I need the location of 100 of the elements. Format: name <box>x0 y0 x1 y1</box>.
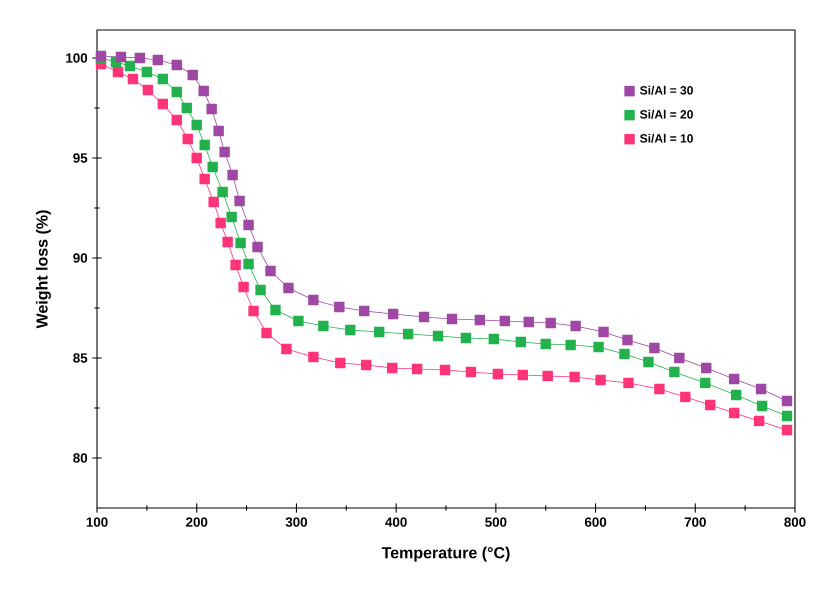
point <box>524 316 534 328</box>
point <box>142 84 154 96</box>
point <box>782 396 792 406</box>
point <box>281 344 292 354</box>
point <box>680 392 691 402</box>
point <box>593 342 604 352</box>
point <box>188 70 198 80</box>
point <box>728 408 740 418</box>
x-tick-label: 600 <box>584 517 606 527</box>
legend-label: Si/Al = 10 <box>640 134 693 143</box>
point <box>255 284 266 296</box>
point <box>569 372 580 382</box>
point <box>172 114 182 126</box>
point <box>782 424 792 436</box>
point <box>388 308 398 320</box>
point <box>643 356 654 368</box>
point <box>215 218 226 228</box>
point <box>213 126 224 136</box>
point <box>492 368 504 380</box>
point <box>227 170 238 180</box>
point <box>217 186 228 198</box>
point <box>402 328 414 340</box>
point <box>622 334 633 346</box>
point <box>418 312 430 322</box>
point <box>235 238 246 248</box>
point <box>270 304 281 316</box>
point <box>446 314 458 324</box>
point <box>361 360 372 370</box>
point <box>172 86 182 98</box>
point <box>248 306 259 316</box>
point <box>598 326 609 338</box>
point <box>754 416 764 426</box>
point <box>619 348 630 360</box>
point <box>595 374 606 386</box>
y-tick-label: 85 <box>73 353 88 363</box>
point <box>142 66 152 78</box>
point <box>782 410 792 422</box>
x-axis-title: Temperature (°C) <box>382 546 510 562</box>
point <box>192 152 202 164</box>
point <box>252 242 263 252</box>
point <box>730 390 742 400</box>
point <box>701 362 712 374</box>
point <box>308 352 319 362</box>
x-tick-label: 200 <box>186 517 208 527</box>
point <box>234 196 245 206</box>
point <box>182 102 192 114</box>
point <box>152 54 164 66</box>
point <box>206 104 217 114</box>
point <box>545 318 556 328</box>
y-tick-label: 90 <box>73 253 88 263</box>
point <box>649 342 660 354</box>
point <box>516 336 526 348</box>
x-tick-label: 500 <box>485 517 506 527</box>
point <box>158 74 168 84</box>
point <box>200 174 210 184</box>
point <box>265 266 276 276</box>
x-tick-label: 400 <box>385 517 407 527</box>
legend-label: Si/Al = 20 <box>640 110 693 119</box>
point <box>293 316 304 326</box>
legend-label: Si/Al = 30 <box>640 86 693 95</box>
y-tick-label: 95 <box>73 153 88 163</box>
point <box>669 366 680 378</box>
point <box>540 338 551 350</box>
point <box>318 320 329 332</box>
point <box>756 400 768 412</box>
point <box>222 236 233 248</box>
x-tick-label: 100 <box>86 517 108 527</box>
point <box>700 378 710 388</box>
point <box>238 282 249 292</box>
point <box>623 378 634 388</box>
point <box>674 352 685 364</box>
point <box>705 400 716 410</box>
point <box>728 374 740 384</box>
point <box>334 302 345 312</box>
point <box>200 140 210 150</box>
point <box>207 162 218 172</box>
point <box>243 258 254 270</box>
point <box>308 294 319 306</box>
point <box>432 330 444 342</box>
point <box>335 358 346 368</box>
point <box>345 324 356 336</box>
x-tick-label: 800 <box>784 517 806 527</box>
point <box>500 316 510 326</box>
point <box>128 74 138 84</box>
y-axis-title: Weight loss (%) <box>36 210 51 328</box>
point <box>374 326 384 338</box>
point <box>518 370 528 380</box>
x-tick-label: 300 <box>286 517 308 527</box>
point <box>243 220 254 230</box>
point <box>565 340 576 350</box>
point <box>359 306 370 316</box>
point <box>474 314 486 326</box>
point <box>208 196 219 208</box>
point <box>226 212 237 222</box>
point <box>756 384 766 394</box>
y-tick-label: 80 <box>73 453 88 463</box>
point <box>134 52 146 64</box>
point <box>198 86 209 96</box>
point <box>230 260 241 270</box>
point <box>219 146 230 158</box>
